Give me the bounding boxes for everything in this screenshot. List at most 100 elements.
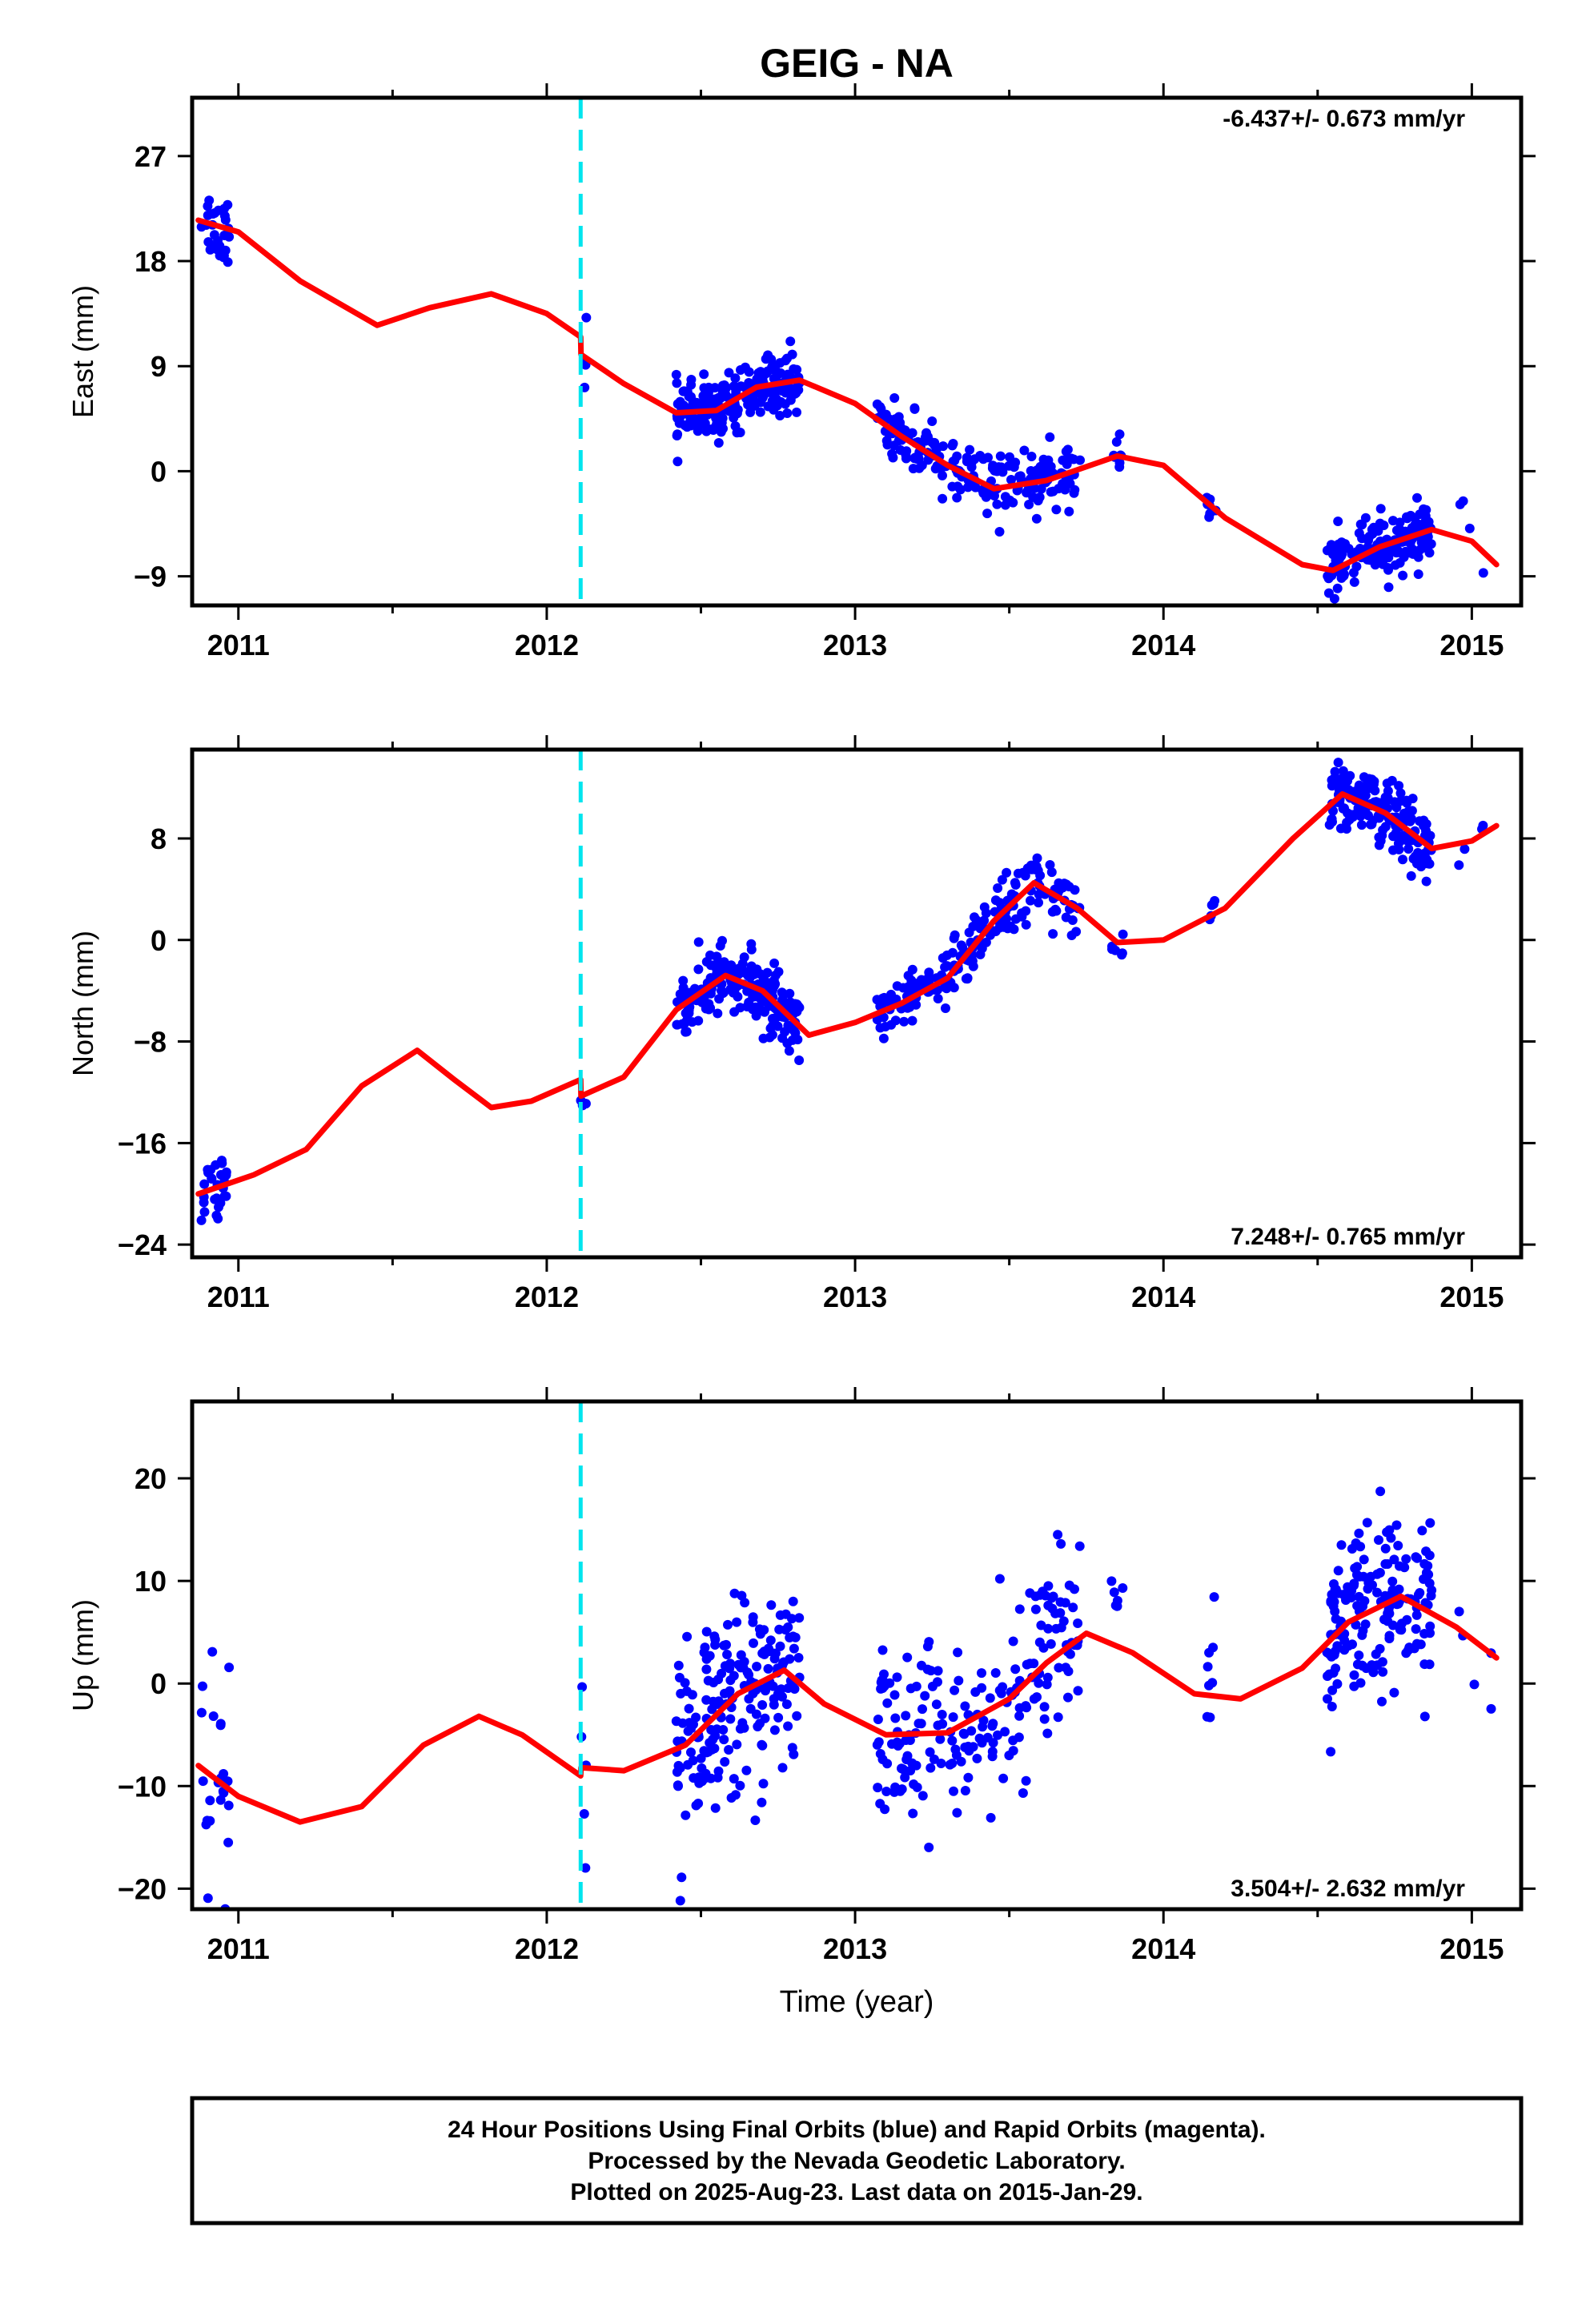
y-tick-label: 0 xyxy=(151,455,167,488)
data-point xyxy=(1377,1696,1387,1707)
data-point xyxy=(1073,1618,1083,1628)
data-point xyxy=(1042,1679,1052,1690)
data-point xyxy=(1326,540,1336,550)
data-point xyxy=(1051,1623,1062,1634)
data-point xyxy=(223,1837,234,1848)
data-point xyxy=(878,1676,889,1687)
data-point xyxy=(897,1763,906,1774)
data-point xyxy=(220,1171,231,1180)
data-point xyxy=(889,1690,900,1700)
data-point xyxy=(1004,1751,1014,1760)
data-point xyxy=(1339,540,1350,550)
data-point xyxy=(682,422,693,432)
y-tick-label: 20 xyxy=(135,1462,167,1495)
data-point xyxy=(949,1786,958,1796)
data-point xyxy=(213,205,223,215)
data-point xyxy=(758,973,769,983)
data-point xyxy=(1355,811,1366,822)
data-point xyxy=(684,1005,694,1015)
data-point xyxy=(933,1720,943,1731)
data-point xyxy=(1204,1680,1214,1691)
data-point xyxy=(1406,870,1416,881)
data-point xyxy=(735,1723,745,1734)
data-point xyxy=(968,1742,978,1752)
data-point xyxy=(1025,1659,1035,1669)
data-point xyxy=(1028,492,1038,502)
data-point xyxy=(709,1678,719,1687)
data-point xyxy=(757,1700,768,1710)
data-point xyxy=(938,470,947,480)
data-point xyxy=(890,1713,901,1723)
data-point xyxy=(754,1624,765,1634)
data-point xyxy=(1068,1602,1078,1613)
data-point xyxy=(1357,533,1367,544)
data-point xyxy=(1336,1540,1347,1550)
data-point xyxy=(1383,786,1393,796)
data-point xyxy=(749,400,760,411)
data-point xyxy=(1331,1663,1341,1674)
data-point xyxy=(219,1191,230,1201)
data-point xyxy=(882,1698,893,1708)
data-point xyxy=(1048,486,1058,497)
data-point xyxy=(933,1666,943,1676)
data-point xyxy=(1398,854,1407,865)
x-tick-label: 2012 xyxy=(515,629,579,661)
data-point xyxy=(763,1643,773,1654)
data-point xyxy=(892,1672,902,1683)
data-point xyxy=(1323,588,1334,598)
data-point xyxy=(705,950,715,960)
data-point xyxy=(1039,1702,1050,1712)
data-point xyxy=(1454,860,1464,870)
data-point xyxy=(693,1799,704,1808)
y-tick-label: −8 xyxy=(134,1026,167,1059)
data-point xyxy=(739,952,749,963)
data-point xyxy=(224,1663,235,1673)
data-point xyxy=(1333,517,1343,526)
data-point xyxy=(1366,819,1376,830)
data-point xyxy=(1063,1692,1073,1703)
data-point xyxy=(223,1800,234,1811)
data-point xyxy=(1006,921,1016,931)
data-point xyxy=(1013,868,1023,879)
data-point xyxy=(1419,1711,1430,1722)
data-point xyxy=(1413,552,1423,562)
data-point xyxy=(1021,1775,1031,1786)
data-point xyxy=(949,983,959,993)
data-point xyxy=(982,509,993,519)
data-point xyxy=(986,1812,996,1823)
data-point xyxy=(1478,820,1488,830)
plot-area xyxy=(195,750,1500,1257)
data-point xyxy=(1415,854,1426,864)
data-point xyxy=(207,1647,218,1657)
data-point xyxy=(680,1018,690,1028)
data-point xyxy=(1065,1649,1075,1659)
data-point xyxy=(740,1598,750,1608)
data-point xyxy=(917,1791,928,1801)
data-point xyxy=(713,1699,722,1709)
data-point xyxy=(1000,500,1010,510)
data-point xyxy=(988,1738,998,1748)
data-point xyxy=(926,1763,936,1773)
data-point xyxy=(793,1653,804,1663)
data-point xyxy=(972,1753,982,1763)
data-point xyxy=(205,1795,215,1806)
data-point xyxy=(779,1657,789,1667)
data-point xyxy=(713,1008,723,1019)
data-point xyxy=(673,1660,684,1671)
data-point xyxy=(1411,1610,1422,1620)
data-point xyxy=(721,388,730,399)
data-point xyxy=(1372,1587,1382,1598)
data-point xyxy=(792,1711,802,1721)
data-point xyxy=(993,883,1003,893)
data-point xyxy=(698,420,709,429)
data-point xyxy=(1328,806,1338,816)
data-point xyxy=(1053,1530,1063,1540)
data-point xyxy=(1382,1527,1392,1538)
x-tick-label: 2011 xyxy=(207,1281,270,1313)
data-point xyxy=(938,953,948,963)
data-point xyxy=(1373,798,1383,808)
x-tick-label: 2013 xyxy=(823,629,887,661)
data-point xyxy=(958,1728,969,1739)
data-point xyxy=(1454,1606,1464,1617)
y-tick-label: −24 xyxy=(118,1228,167,1261)
